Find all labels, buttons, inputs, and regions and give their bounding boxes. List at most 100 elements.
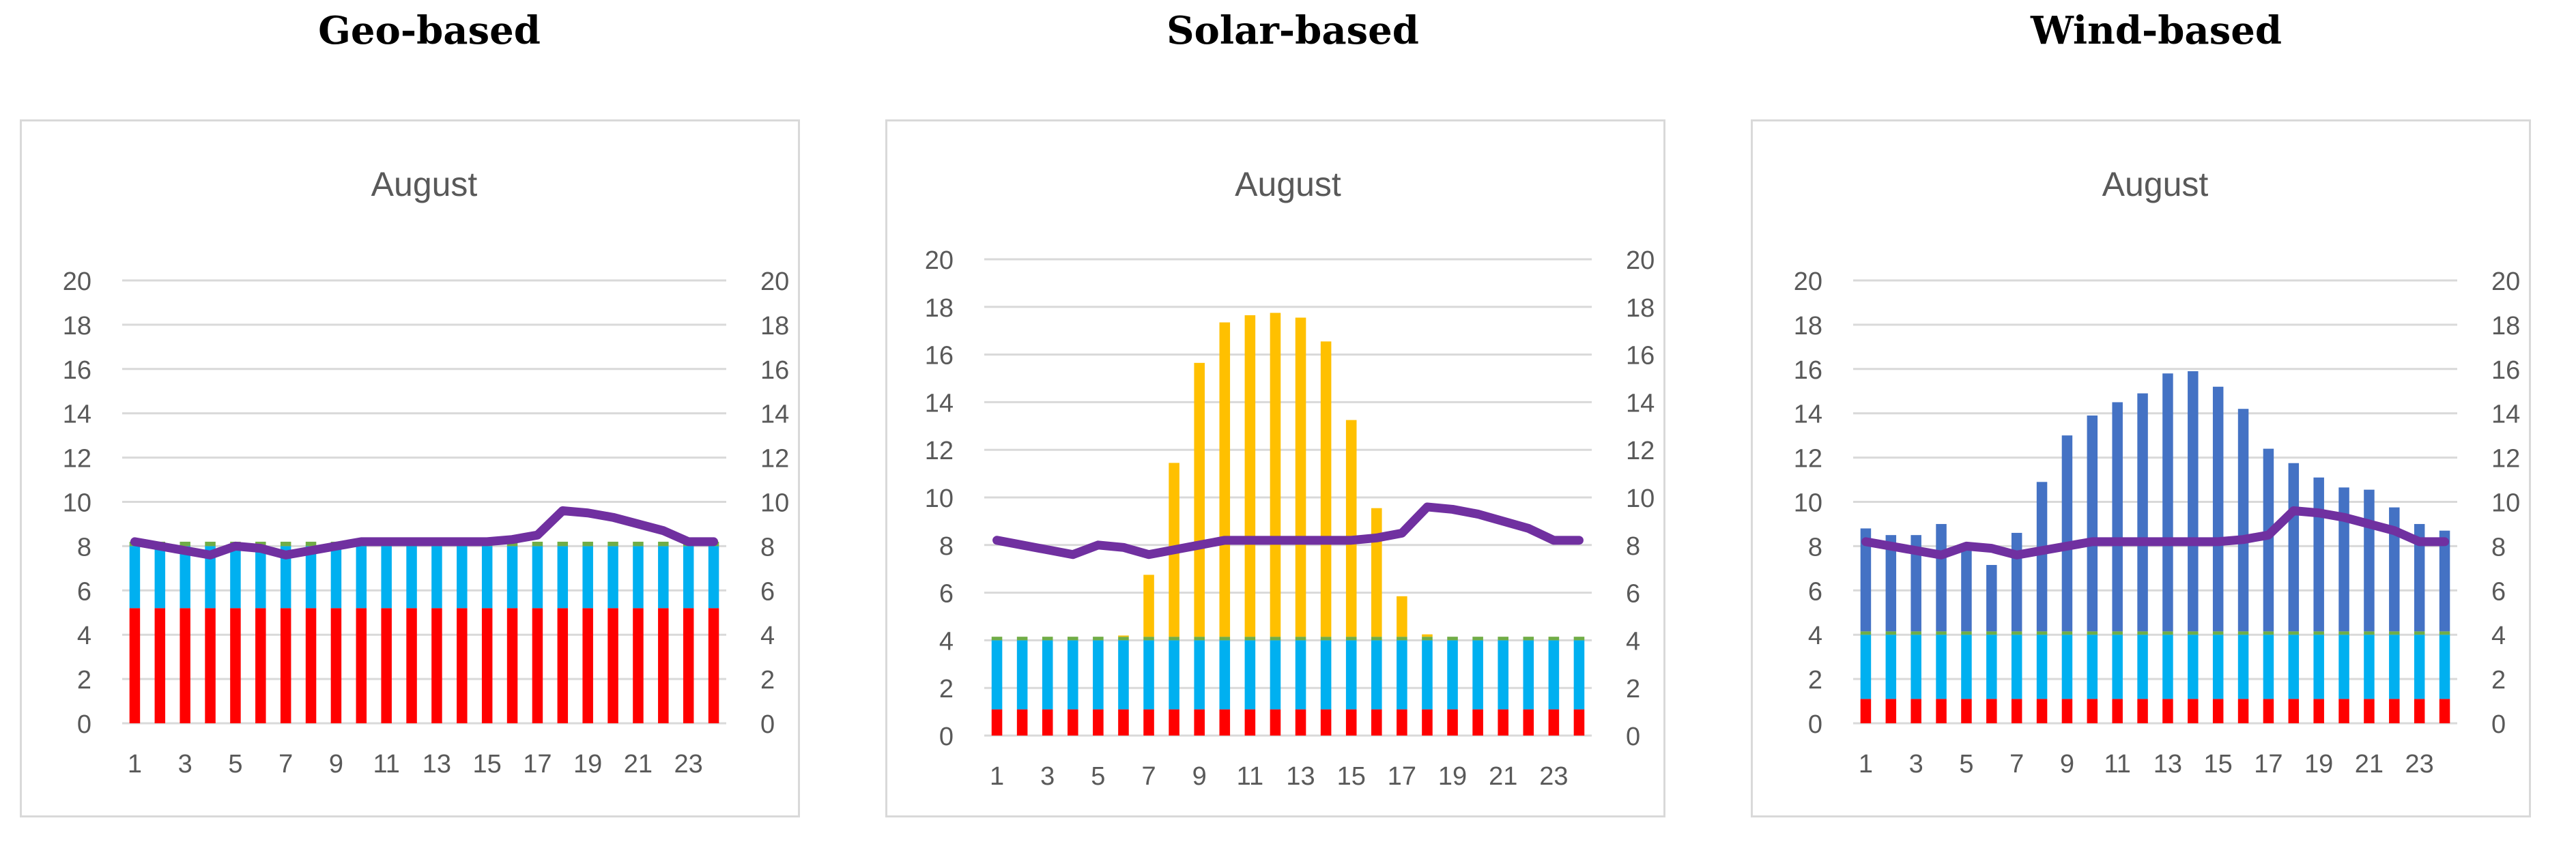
- chart-title: August: [2102, 165, 2209, 203]
- bar-cyan: [2288, 635, 2300, 699]
- y-tick-label: 10: [63, 489, 91, 518]
- x-tick-label: 17: [523, 750, 552, 779]
- bar-cyan: [1320, 640, 1332, 710]
- bar-blue: [2364, 489, 2375, 632]
- bar-green: [2061, 631, 2073, 635]
- y-tick-label: 12: [63, 445, 91, 474]
- y-tick-label: 6: [1808, 577, 1822, 606]
- bar-green: [1397, 637, 1407, 641]
- bar-green: [582, 541, 593, 547]
- bar-green: [607, 541, 618, 547]
- bar-red: [330, 608, 342, 723]
- x-tick-label: 9: [1192, 762, 1207, 791]
- y2-tick-label: 10: [2491, 489, 2520, 518]
- x-tick-label: 17: [1388, 762, 1416, 791]
- x-tick-label: 21: [2355, 750, 2384, 779]
- bar-cyan: [205, 546, 216, 609]
- bar-yellow: [1118, 635, 1129, 637]
- bar-cyan: [481, 546, 493, 609]
- bar-blue: [1986, 564, 1997, 632]
- bar-cyan: [1169, 640, 1179, 710]
- bar-cyan: [381, 546, 392, 609]
- bar-green: [1548, 637, 1560, 641]
- y2-tick-label: 10: [1626, 484, 1655, 513]
- x-tick-label: 5: [1091, 762, 1105, 791]
- bar-cyan: [1345, 640, 1357, 710]
- bar-red: [1910, 699, 1921, 723]
- y2-tick-label: 20: [2491, 267, 2520, 296]
- bar-red: [2389, 699, 2400, 723]
- bar-blue: [2237, 409, 2249, 632]
- bar-cyan: [991, 640, 1003, 710]
- bar-red: [1169, 709, 1179, 736]
- x-tick-label: 19: [573, 750, 602, 779]
- bar-red: [1320, 709, 1332, 736]
- y2-tick-label: 0: [760, 710, 775, 739]
- bar-green: [1016, 637, 1028, 641]
- bar-yellow: [1194, 362, 1205, 637]
- y-tick-label: 20: [1794, 267, 1822, 296]
- bar-red: [1068, 709, 1078, 736]
- bar-blue: [2061, 435, 2073, 632]
- bar-cyan: [2087, 635, 2098, 699]
- bar-yellow: [1270, 313, 1281, 637]
- bar-red: [129, 608, 141, 723]
- y-tick-label: 18: [1794, 312, 1822, 340]
- y-tick-label: 14: [1794, 401, 1822, 429]
- bar-green: [1118, 637, 1129, 641]
- y-tick-label: 6: [939, 580, 954, 609]
- bar-green: [658, 541, 669, 547]
- bar-cyan: [2137, 635, 2148, 699]
- bar-cyan: [2338, 635, 2349, 699]
- y2-tick-label: 14: [2491, 401, 2520, 429]
- bar-cyan: [506, 546, 518, 609]
- bar-yellow: [1345, 420, 1357, 637]
- bar-cyan: [356, 546, 367, 609]
- bar-cyan: [607, 546, 618, 609]
- bar-green: [532, 541, 543, 547]
- x-tick-label: 7: [2009, 750, 2024, 779]
- bar-cyan: [582, 546, 593, 609]
- bar-cyan: [1068, 640, 1078, 710]
- bar-green: [280, 541, 291, 547]
- bar-cyan: [230, 546, 241, 609]
- bar-red: [2162, 699, 2173, 723]
- x-tick-label: 3: [1040, 762, 1055, 791]
- bar-blue: [2389, 507, 2400, 632]
- x-tick-label: 3: [1909, 750, 1923, 779]
- bar-red: [2087, 699, 2098, 723]
- chart-wind: August 0 0 2 2 4 4 6 6 8 8 10 10 12 12 14 14 16 16 18 18 20 20…: [1751, 119, 2531, 817]
- bar-green: [1320, 637, 1332, 641]
- bar-red: [1986, 699, 1997, 723]
- y-tick-label: 18: [63, 312, 91, 340]
- bar-cyan: [532, 546, 543, 609]
- x-tick-label: 3: [178, 750, 192, 779]
- bar-blue: [2439, 530, 2450, 632]
- bar-red: [2112, 699, 2123, 723]
- x-tick-label: 23: [1539, 762, 1568, 791]
- bar-red: [708, 608, 719, 723]
- y-tick-label: 12: [925, 437, 954, 465]
- bar-red: [1042, 709, 1053, 736]
- bar-green: [1447, 637, 1458, 641]
- bar-red: [1472, 709, 1483, 736]
- bar-red: [1447, 709, 1458, 736]
- x-tick-label: 21: [1489, 762, 1517, 791]
- y2-tick-label: 4: [1626, 627, 1640, 656]
- bar-cyan: [1371, 640, 1382, 710]
- x-tick-label: 1: [1859, 750, 1873, 779]
- bar-yellow: [1397, 596, 1407, 637]
- bar-green: [1371, 637, 1382, 641]
- bar-cyan: [633, 546, 644, 609]
- bar-green: [2288, 631, 2300, 635]
- bar-green: [1345, 637, 1357, 641]
- y2-tick-label: 16: [2491, 356, 2520, 385]
- bar-red: [1548, 709, 1560, 736]
- panel-title-solar: Solar-based: [1167, 8, 1419, 53]
- bar-blue: [2188, 371, 2199, 632]
- y2-tick-label: 20: [760, 267, 789, 296]
- bar-red: [1093, 709, 1104, 736]
- bar-cyan: [2263, 635, 2274, 699]
- bar-red: [557, 608, 569, 723]
- y-tick-label: 8: [1808, 533, 1822, 562]
